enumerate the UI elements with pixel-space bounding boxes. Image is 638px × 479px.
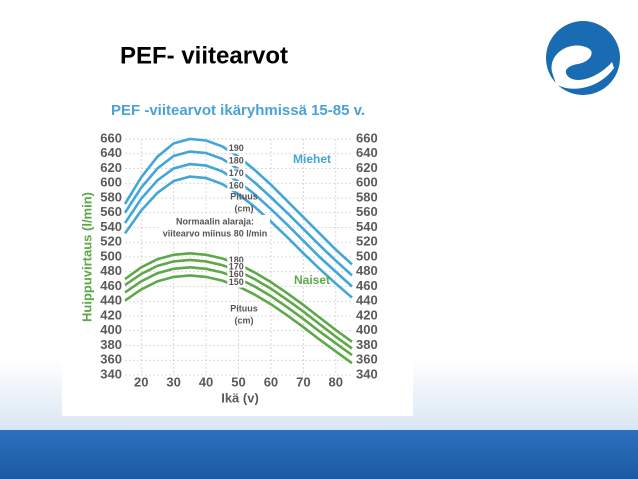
series-label: 190: [229, 143, 244, 153]
annotation-background: [160, 215, 270, 241]
annotation: Miehet: [293, 152, 331, 166]
chart-title: PEF -viitearvot ikäryhmissä 15-85 v.: [111, 102, 365, 119]
y-tick-label-right: 580: [356, 189, 378, 204]
y-tick-label-right: 660: [356, 130, 378, 145]
y-tick-label: 360: [100, 352, 122, 367]
annotation: viitearvo miinus 80 l/min: [163, 228, 268, 238]
footer-band: [0, 430, 638, 479]
logo: [546, 21, 620, 95]
y-axis-label: Huippuvirtaus (l/min): [79, 192, 94, 322]
annotation: Normaalin alaraja:: [176, 216, 254, 226]
annotation: (cm): [234, 315, 253, 325]
y-tick-label-right: 380: [356, 337, 378, 352]
annotation: Pituus: [230, 191, 258, 201]
y-tick-label: 660: [100, 130, 122, 145]
x-axis-label: Ikä (v): [221, 390, 259, 405]
series-label: 180: [229, 155, 244, 165]
y-tick-label: 560: [100, 204, 122, 219]
y-tick-label: 540: [100, 219, 122, 234]
y-tick-label: 340: [100, 366, 122, 381]
x-tick-label: 60: [264, 374, 278, 389]
y-tick-label-right: 540: [356, 219, 378, 234]
series-label-background: [227, 262, 246, 273]
y-tick-label-right: 440: [356, 293, 378, 308]
y-tick-label: 640: [100, 145, 122, 160]
y-tick-label: 600: [100, 175, 122, 190]
series-label-background: [227, 180, 246, 191]
labels: Miehet Naiset Normaalin alaraja: viitear…: [160, 143, 331, 325]
series-label: 160: [229, 180, 244, 190]
x-tick-label: 30: [166, 374, 180, 389]
series-label-background: [227, 255, 246, 266]
y-tick-label: 520: [100, 234, 122, 249]
series-label-background: [227, 277, 246, 288]
y-tick-label-right: 500: [356, 248, 378, 263]
y-tick-label-right: 560: [356, 204, 378, 219]
y-tick-label-right: 620: [356, 160, 378, 175]
series-label: 180: [229, 255, 244, 265]
series-label-background: [227, 168, 246, 179]
y-tick-label-right: 400: [356, 322, 378, 337]
series-line: [123, 175, 353, 299]
y-tick-label-right: 340: [356, 366, 378, 381]
y-tick-label-right: 360: [356, 352, 378, 367]
y-tick-label-right: 460: [356, 278, 378, 293]
y-tick-label: 620: [100, 160, 122, 175]
y-tick-label: 500: [100, 248, 122, 263]
series-label-background: [227, 269, 246, 280]
y-tick-label: 420: [100, 307, 122, 322]
x-tick-label: 20: [134, 374, 148, 389]
series-label: 160: [229, 269, 244, 279]
x-tick-label: 80: [329, 374, 343, 389]
y-tick-label-right: 520: [356, 234, 378, 249]
y-tick-label: 440: [100, 293, 122, 308]
y-tick-label: 380: [100, 337, 122, 352]
y-tick-label: 580: [100, 189, 122, 204]
series-label: 170: [229, 261, 244, 271]
y-tick-label: 400: [100, 322, 122, 337]
y-tick-label: 460: [100, 278, 122, 293]
series-label: 170: [229, 168, 244, 178]
annotation: Naiset: [294, 273, 330, 287]
annotation: (cm): [234, 203, 253, 213]
annotation: Pituus: [230, 303, 258, 313]
y-tick-label-right: 480: [356, 263, 378, 278]
y-tick-label-right: 420: [356, 307, 378, 322]
y-tick-label-right: 640: [356, 145, 378, 160]
x-tick-label: 40: [199, 374, 213, 389]
slide-title: PEF- viitearvot: [120, 42, 288, 69]
y-tick-label-right: 600: [356, 175, 378, 190]
series-label-background: [227, 143, 246, 154]
series-label-background: [227, 155, 246, 166]
series-label: 150: [229, 277, 244, 287]
x-tick-label: 50: [231, 374, 245, 389]
x-tick-label: 70: [296, 374, 310, 389]
y-tick-label: 480: [100, 263, 122, 278]
